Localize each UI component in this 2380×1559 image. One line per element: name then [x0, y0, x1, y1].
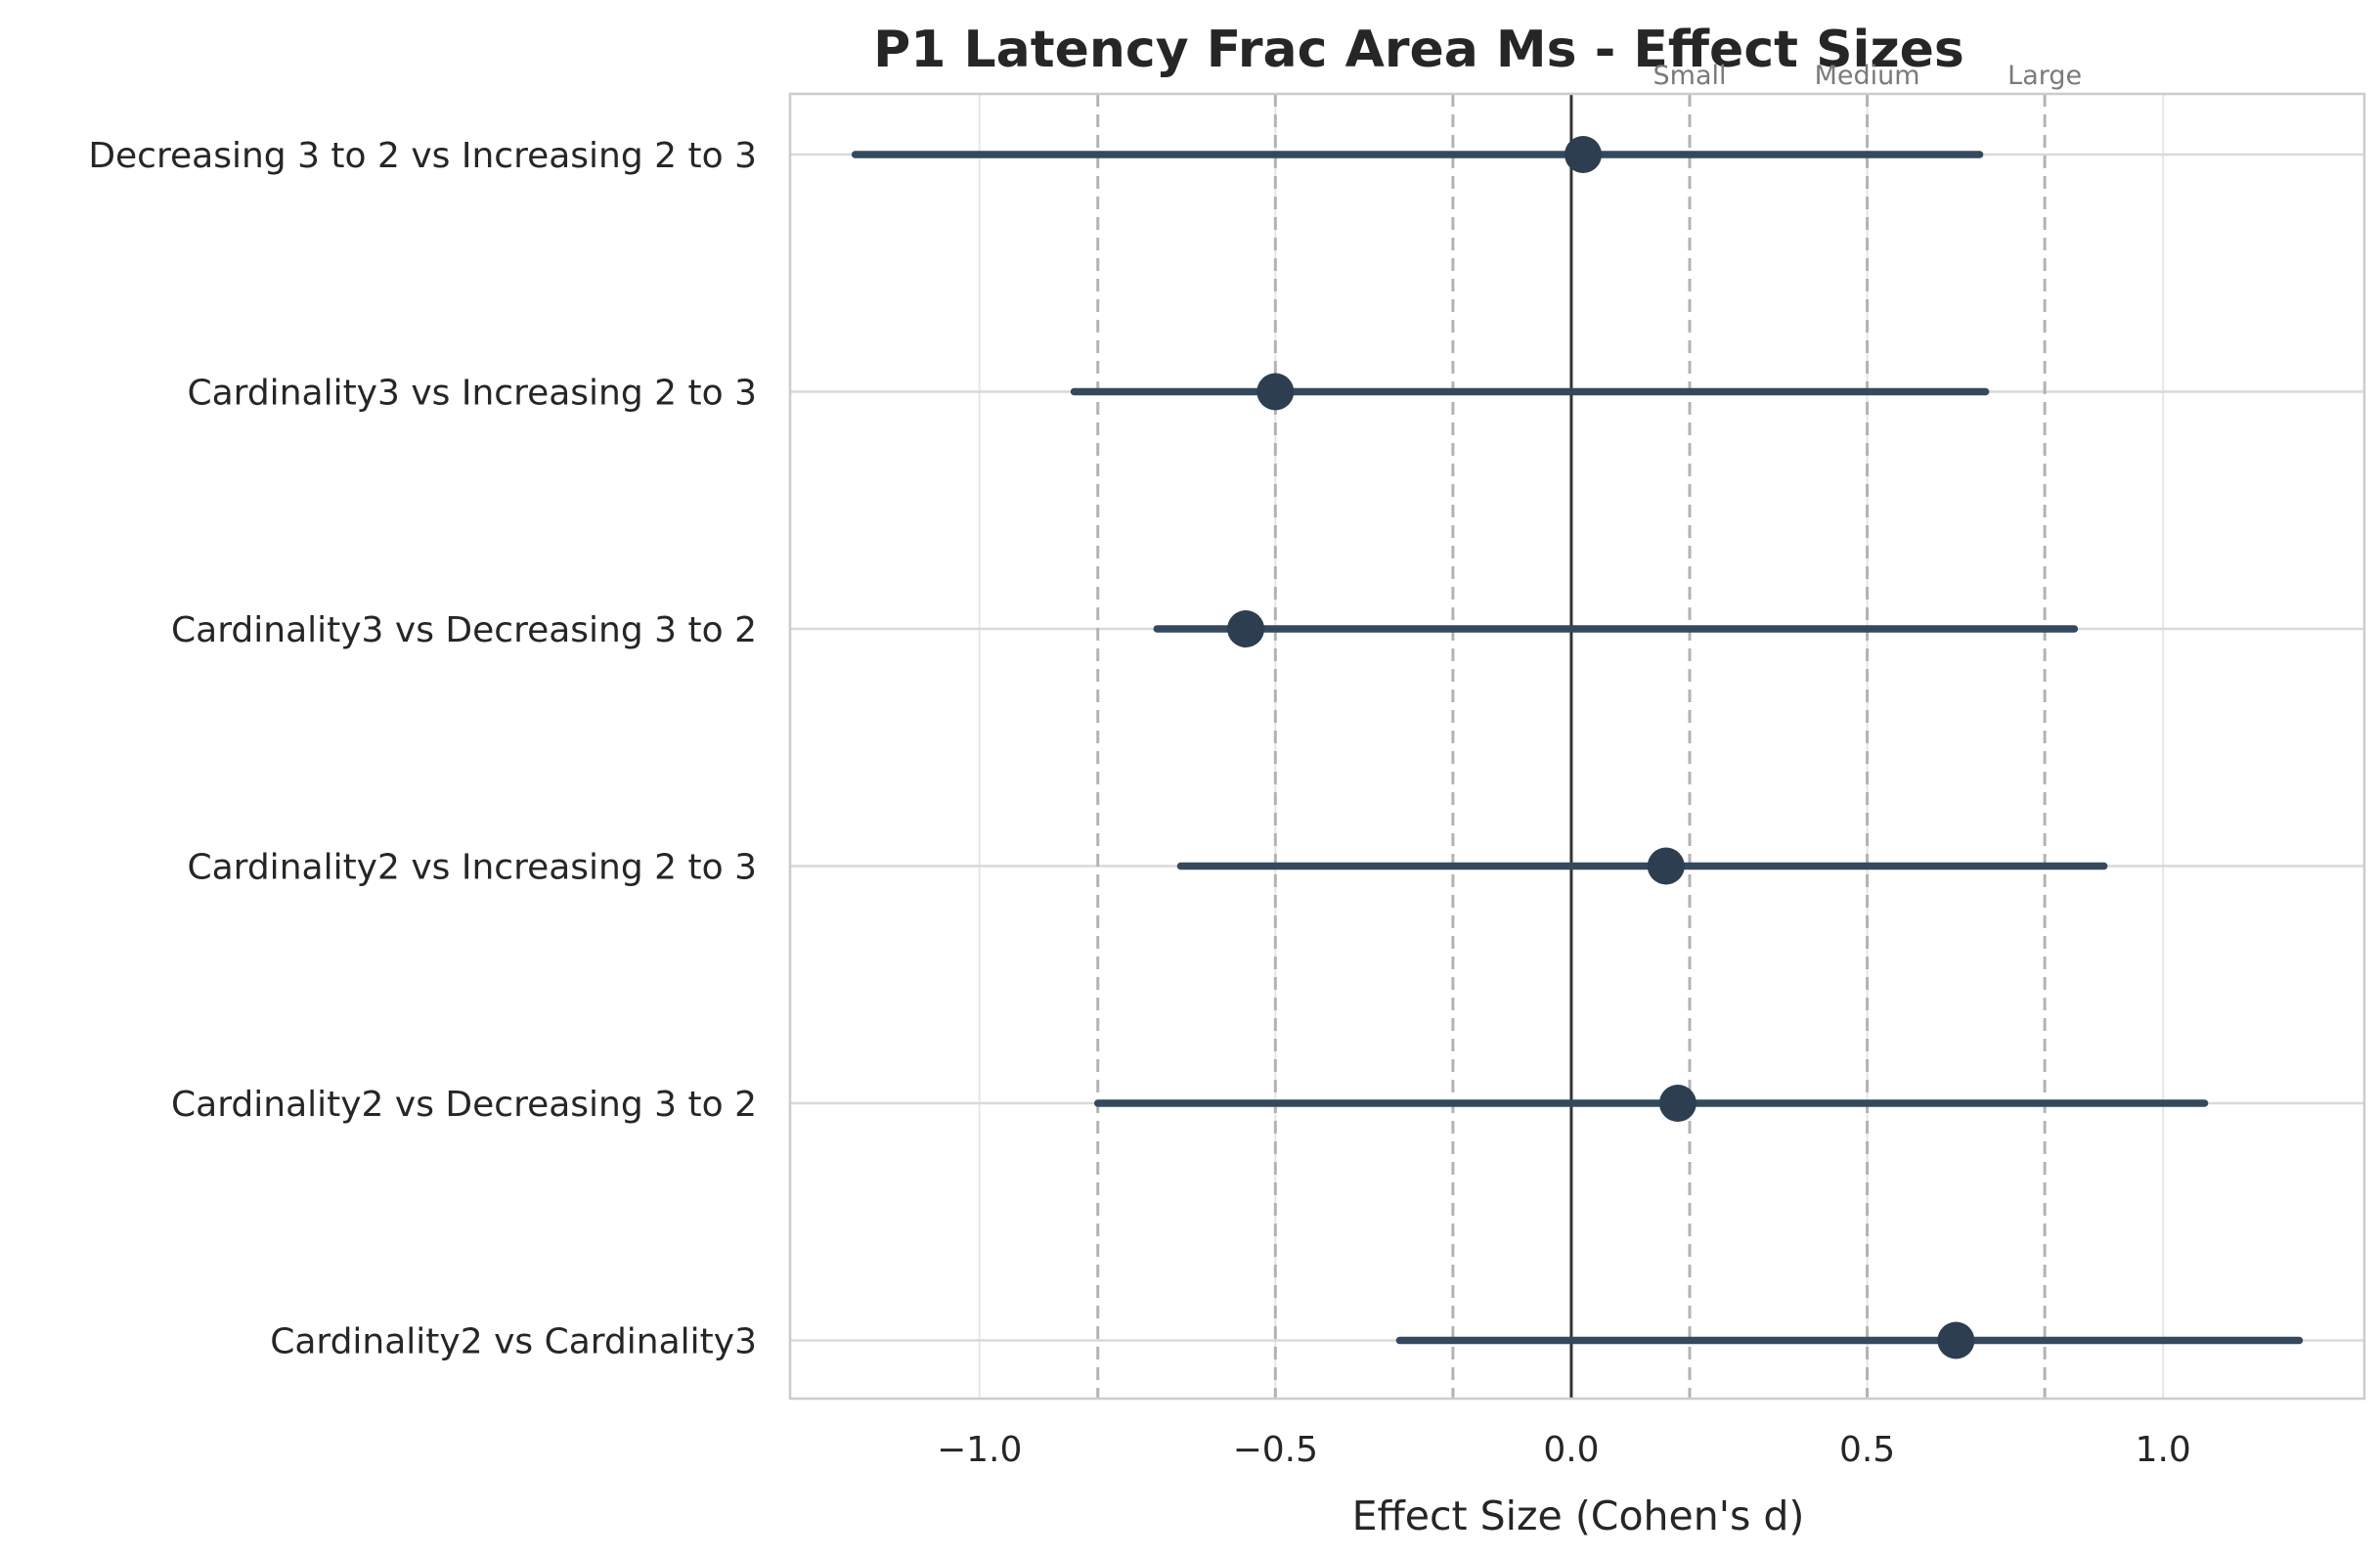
threshold-label-medium: Medium: [1815, 61, 1920, 91]
confidence-intervals: [851, 151, 2304, 1345]
threshold-label-large: Large: [2007, 61, 2082, 91]
threshold-label-small: Small: [1653, 61, 1727, 91]
chart-title: P1 Latency Frac Area Ms - Effect Sizes: [873, 21, 1964, 79]
comparison-label-1: Cardinality3 vs Increasing 2 to 3: [187, 374, 757, 414]
comparison-label-5: Cardinality2 vs Cardinality3: [270, 1322, 757, 1362]
x-tick-label-3: 0.5: [1839, 1430, 1895, 1470]
comparison-label-4: Cardinality2 vs Decreasing 3 to 2: [171, 1085, 757, 1125]
grid-layer: [790, 94, 2364, 1399]
effect-point-1: [1256, 373, 1295, 411]
comparison-label-0: Decreasing 3 to 2 vs Increasing 2 to 3: [88, 136, 757, 176]
comparison-label-2: Cardinality3 vs Decreasing 3 to 2: [171, 610, 757, 650]
x-tick-label-2: 0.0: [1543, 1430, 1599, 1470]
x-axis-label: Effect Size (Cohen's d): [1352, 1492, 1805, 1539]
comparison-label-3: Cardinality2 vs Increasing 2 to 3: [187, 848, 757, 888]
effect-point-4: [1658, 1085, 1697, 1122]
x-tick-label-1: −0.5: [1233, 1430, 1318, 1470]
effect-point-2: [1227, 610, 1265, 647]
effect-point-5: [1937, 1321, 1975, 1359]
x-tick-labels: −1.0 −0.5 0.0 0.5 1.0: [937, 1430, 2191, 1470]
plot-frame: [788, 92, 2366, 1401]
x-tick-label-4: 1.0: [2136, 1430, 2191, 1470]
threshold-labels: Small Medium Large: [1653, 61, 2083, 91]
effect-point-0: [1565, 136, 1603, 173]
effect-point-3: [1647, 847, 1685, 885]
threshold-lines: [1096, 94, 2047, 1399]
effect-size-points: [1227, 136, 1975, 1359]
comparison-labels: Decreasing 3 to 2 vs Increasing 2 to 3 Ca…: [88, 136, 757, 1362]
x-tick-label-0: −1.0: [937, 1430, 1022, 1470]
